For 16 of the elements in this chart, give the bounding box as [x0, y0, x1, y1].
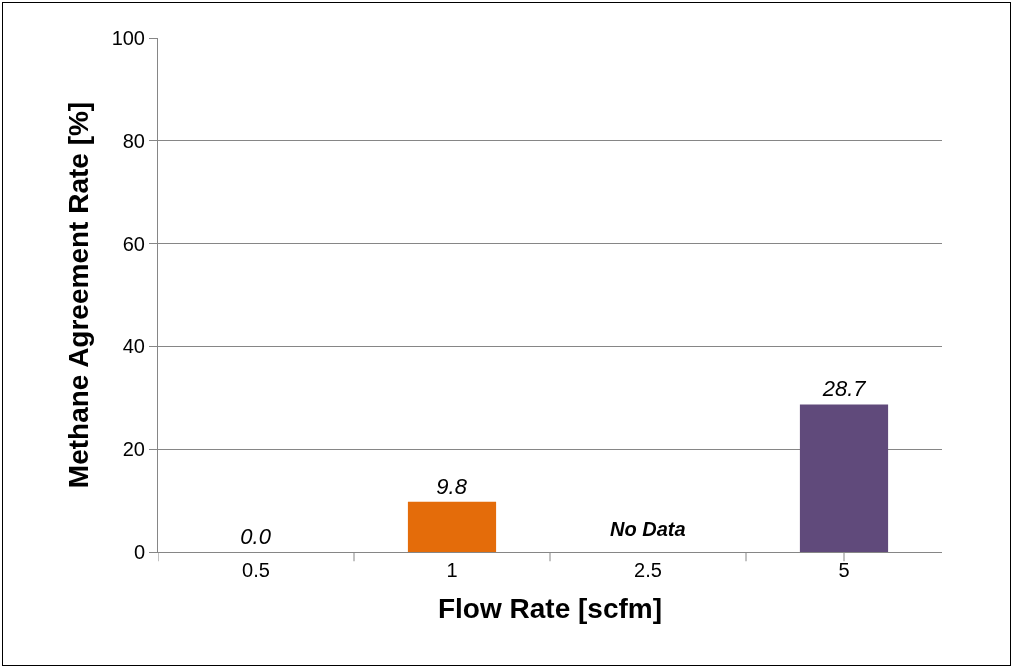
y-tick-label: 60 — [122, 232, 145, 255]
x-tick-label: 0.5 — [242, 559, 270, 581]
x-tick-label: 2.5 — [634, 559, 662, 581]
y-tick-label: 100 — [111, 27, 145, 49]
x-tick-label: 1 — [446, 559, 458, 581]
y-axis-title: Methane Agreement Rate [%] — [63, 101, 95, 489]
x-axis-title: Flow Rate [scfm] — [437, 593, 663, 625]
y-tick-label: 80 — [122, 129, 145, 152]
data-label: 0.0 — [240, 524, 272, 549]
data-label: 9.8 — [436, 473, 468, 499]
annotation: No Data — [610, 518, 686, 540]
x-tick-label: 5 — [838, 559, 850, 581]
y-tick-label: 20 — [122, 438, 145, 461]
data-label: 28.7 — [821, 376, 867, 402]
y-tick-label: 0 — [133, 541, 145, 563]
y-tick-label: 40 — [122, 335, 145, 358]
